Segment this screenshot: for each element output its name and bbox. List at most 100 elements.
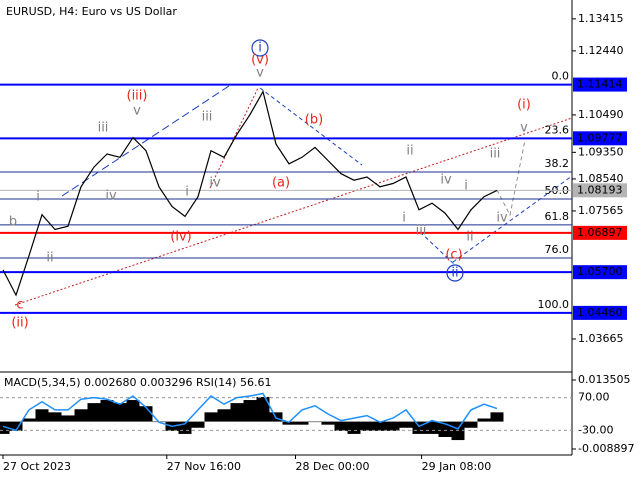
macd-bar	[74, 409, 88, 422]
macd-bar	[347, 421, 361, 434]
macd-bar	[87, 403, 101, 422]
macd-bar	[230, 403, 244, 422]
wave-label: v	[256, 66, 264, 81]
projection-line	[496, 139, 526, 217]
macd-bar	[321, 421, 335, 425]
macd-bar	[308, 421, 322, 423]
wave-label: i	[464, 179, 468, 194]
price-box	[573, 77, 627, 92]
wave-label: iii	[416, 224, 427, 239]
channel-line	[61, 83, 233, 197]
macd-tick-label: -0.008897	[578, 442, 634, 455]
wave-label: iv	[496, 211, 508, 226]
y-tick-label: 1.07565	[578, 204, 624, 217]
y-tick-label: 1.13415	[578, 12, 624, 25]
wave-label: (a)	[272, 176, 290, 191]
price-box	[573, 225, 627, 240]
macd-bar	[282, 421, 296, 425]
macd-bar	[386, 421, 400, 431]
wave-label: (v)	[251, 53, 269, 68]
macd-bar	[35, 409, 49, 422]
y-tick-label: 1.09350	[578, 145, 624, 158]
indicator-title: MACD(5,34,5) 0.002680 0.003296 RSI(14) 5…	[4, 376, 271, 389]
y-tick-label: 1.08540	[578, 172, 624, 185]
y-tick-label: 1.10490	[578, 108, 624, 121]
channel-line	[419, 231, 456, 266]
macd-bar	[22, 418, 36, 422]
channel-line	[209, 87, 259, 189]
channel-line	[14, 117, 573, 306]
fib-label: 0.0	[552, 70, 570, 83]
wave-label: (c)	[445, 248, 462, 263]
macd-bar	[464, 421, 478, 428]
x-tick-label: 27 Oct 2023	[3, 460, 71, 473]
price-box-label: 1.05700	[577, 265, 623, 278]
price-box-label: 1.06897	[577, 226, 623, 239]
macd-bar	[490, 412, 504, 422]
macd-bar	[191, 421, 205, 428]
x-tick-label: 27 Nov 16:00	[167, 460, 241, 473]
macd-bar	[217, 409, 231, 422]
wave-label: iii	[202, 110, 213, 125]
macd-bar	[100, 400, 114, 422]
wave-label: ii	[466, 230, 473, 245]
macd-bar	[256, 396, 270, 422]
wave-label: ii	[451, 266, 458, 281]
price-box-label: 1.04460	[577, 306, 623, 319]
macd-bar	[334, 421, 348, 431]
wave-label: iii	[98, 121, 109, 136]
price-line	[2, 89, 498, 297]
macd-bar	[204, 412, 218, 422]
rsi-level-label: -30.00	[578, 423, 613, 436]
wave-label: c	[16, 298, 23, 313]
wave-label: (i)	[517, 98, 531, 113]
macd-bar	[126, 400, 140, 422]
macd-bar	[0, 421, 10, 434]
wave-label: (iii)	[127, 89, 148, 104]
fib-label: 23.6	[545, 123, 570, 136]
wave-label: v	[133, 104, 141, 119]
rsi-line	[2, 392, 498, 432]
price-box-label: 1.09777	[577, 131, 623, 144]
wave-label: b	[9, 215, 17, 230]
wave-label: iv	[440, 173, 452, 188]
wave-circle	[446, 264, 464, 282]
macd-bar	[295, 421, 309, 425]
wave-label: ii	[406, 144, 413, 159]
current-price-box	[573, 183, 627, 198]
fib-label: 76.0	[545, 243, 570, 256]
macd-bar	[399, 421, 413, 428]
wave-label: v	[520, 121, 528, 136]
wave-circle	[251, 39, 269, 57]
macd-bar	[9, 421, 23, 431]
wave-label: i	[258, 41, 262, 56]
macd-bar	[477, 418, 491, 422]
x-tick-label: 29 Jan 08:00	[422, 460, 492, 473]
rsi-level-label: 70.00	[578, 391, 610, 404]
price-box	[573, 305, 627, 320]
fib-label: 100.0	[538, 298, 570, 311]
current-price-label: 1.08193	[577, 183, 623, 196]
macd-bar	[412, 421, 426, 434]
macd-tick-label: 0.013505	[578, 373, 631, 386]
wave-label: (iv)	[170, 230, 191, 245]
wave-label: iv	[105, 189, 117, 204]
wave-label: (ii)	[11, 316, 28, 331]
price-box-label: 1.11414	[577, 78, 623, 91]
macd-bar	[243, 400, 257, 422]
price-box	[573, 131, 627, 146]
macd-bar	[360, 421, 374, 431]
wave-label: i	[185, 185, 189, 200]
macd-bar	[373, 421, 387, 431]
chart-title: EURUSD, H4: Euro vs US Dollar	[6, 5, 177, 18]
macd-bar	[113, 403, 127, 422]
x-tick-label: 28 Dec 00:00	[295, 460, 369, 473]
wave-label: ii	[46, 251, 53, 266]
wave-label: i	[402, 211, 406, 226]
wave-label: (b)	[305, 113, 323, 128]
macd-bar	[48, 412, 62, 422]
macd-bar	[61, 415, 75, 422]
y-tick-label: 1.12440	[578, 44, 624, 57]
